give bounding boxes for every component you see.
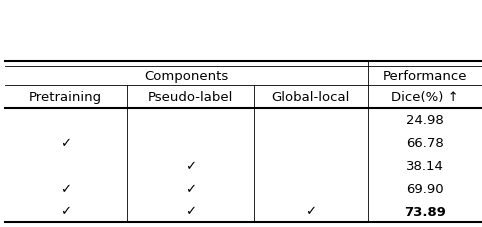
Text: Global-local: Global-local <box>272 91 350 104</box>
Text: 69.90: 69.90 <box>406 182 444 195</box>
Text: 66.78: 66.78 <box>406 136 444 150</box>
Text: ✓: ✓ <box>60 205 71 218</box>
Text: Components: Components <box>144 69 228 82</box>
Text: Dice(%) ↑: Dice(%) ↑ <box>391 91 459 104</box>
Text: Performance: Performance <box>383 69 467 82</box>
Text: ✓: ✓ <box>185 159 196 172</box>
Text: ✓: ✓ <box>185 182 196 195</box>
Text: Pretraining: Pretraining <box>29 91 102 104</box>
Text: ✓: ✓ <box>305 205 316 218</box>
Text: Pseudo-label: Pseudo-label <box>147 91 233 104</box>
Text: 38.14: 38.14 <box>406 159 444 172</box>
Text: 73.89: 73.89 <box>404 205 446 218</box>
Text: ✓: ✓ <box>185 205 196 218</box>
Text: ✓: ✓ <box>60 136 71 150</box>
Text: ✓: ✓ <box>60 182 71 195</box>
Text: 24.98: 24.98 <box>406 114 444 127</box>
